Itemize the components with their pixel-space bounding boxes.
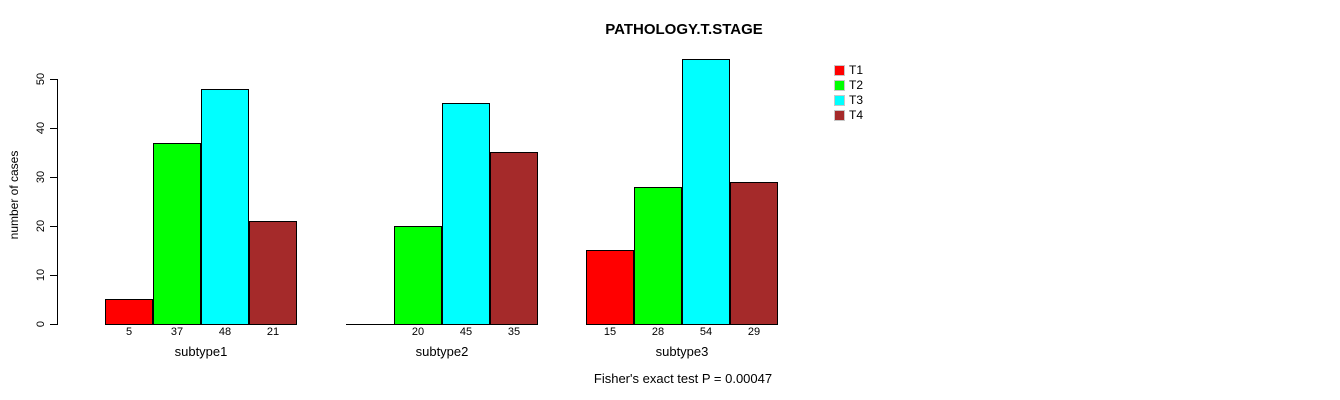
legend-swatch-t3 (834, 95, 845, 106)
y-axis-line (57, 79, 58, 325)
chart-title: PATHOLOGY.T.STAGE (605, 21, 763, 38)
bar-value-label: 48 (218, 326, 232, 338)
caption-fishers-test: Fisher's exact test P = 0.00047 (593, 371, 773, 386)
bar-value-label: 45 (459, 326, 473, 338)
y-tick-label: 40 (35, 121, 47, 135)
y-tick-mark (50, 275, 57, 276)
legend-row-t2: T2 (834, 78, 863, 93)
legend-label: T1 (849, 63, 864, 77)
y-tick-label: 10 (35, 268, 47, 282)
legend-row-t4: T4 (834, 108, 863, 123)
bar-value-label: 28 (651, 326, 665, 338)
y-tick-mark (50, 226, 57, 227)
bar-t2-subtype2 (394, 226, 442, 325)
legend-swatch-t2 (834, 80, 845, 91)
legend-label: T3 (849, 93, 864, 107)
bar-value-label: 15 (603, 326, 617, 338)
y-tick-label: 30 (35, 170, 47, 184)
y-tick-mark (50, 324, 57, 325)
x-category-label: subtype1 (174, 344, 228, 359)
bar-value-label: 37 (170, 326, 184, 338)
legend-swatch-t4 (834, 110, 845, 121)
bar-t4-subtype1 (249, 221, 297, 325)
legend: T1 T2 T3 T4 (834, 63, 863, 123)
y-tick-label: 20 (35, 219, 47, 233)
bar-t1-subtype3 (586, 250, 634, 325)
bar-value-label: 29 (747, 326, 761, 338)
bar-t3-subtype1 (201, 89, 249, 325)
bar-value-label: 5 (125, 326, 133, 338)
bar-t2-subtype1 (153, 143, 201, 325)
y-tick-label: 50 (35, 72, 47, 86)
bar-t4-subtype2 (490, 152, 538, 325)
legend-row-t1: T1 (834, 63, 863, 78)
bar-value-label: 21 (266, 326, 280, 338)
y-tick-mark (50, 128, 57, 129)
y-tick-mark (50, 79, 57, 80)
x-category-label: subtype2 (415, 344, 469, 359)
bar-value-label: 35 (507, 326, 521, 338)
bar-t3-subtype2 (442, 103, 490, 325)
bar-t2-subtype3 (634, 187, 682, 325)
bar-value-label: 54 (699, 326, 713, 338)
bar-t3-subtype3 (682, 59, 730, 325)
legend-row-t3: T3 (834, 93, 863, 108)
x-category-label: subtype3 (655, 344, 709, 359)
y-tick-label: 0 (35, 320, 47, 328)
legend-label: T2 (849, 78, 864, 92)
bar-t4-subtype3 (730, 182, 778, 325)
legend-swatch-t1 (834, 65, 845, 76)
y-tick-mark (50, 177, 57, 178)
bar-t1-subtype1 (105, 299, 153, 325)
y-axis-label: number of cases (7, 150, 21, 240)
legend-label: T4 (849, 108, 864, 122)
bar-value-label: 20 (411, 326, 425, 338)
